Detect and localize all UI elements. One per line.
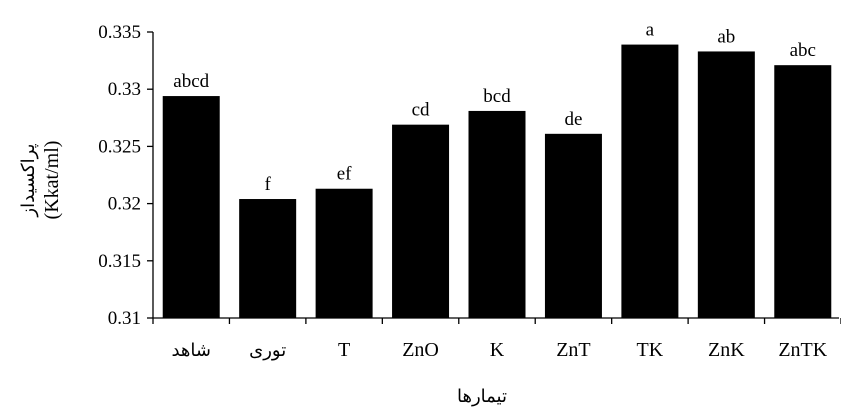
bar-letter-label: ab bbox=[717, 26, 735, 47]
bar bbox=[621, 44, 679, 319]
bar-letter-label: de bbox=[564, 109, 582, 130]
bar bbox=[697, 51, 755, 319]
y-tick-label: 0.325 bbox=[98, 136, 141, 157]
bar bbox=[392, 124, 450, 318]
category-label: ZnT bbox=[556, 339, 590, 361]
bar bbox=[468, 110, 526, 318]
y-axis-ticks: 0.31 0.315 0.32 0.325 0.33 0.335 bbox=[98, 22, 153, 329]
axes bbox=[152, 32, 839, 319]
bars bbox=[162, 44, 832, 319]
y-tick-label: 0.335 bbox=[98, 22, 141, 43]
y-axis-title-line2: (Kkat/ml) bbox=[41, 141, 63, 220]
bar-letter-label: cd bbox=[412, 100, 430, 121]
category-label: T bbox=[338, 339, 350, 361]
bar-letter-labels: abcd f ef cd bcd de a ab abc bbox=[173, 20, 816, 195]
category-label: ZnK bbox=[708, 339, 745, 361]
y-tick-label: 0.32 bbox=[108, 194, 141, 215]
bar-letter-label: a bbox=[646, 20, 655, 41]
category-label: TK bbox=[637, 339, 664, 361]
category-labels: شاهد توری T ZnO K ZnT TK ZnK ZnTK bbox=[171, 339, 827, 361]
bar-letter-label: abcd bbox=[173, 71, 209, 92]
y-tick-label: 0.31 bbox=[108, 308, 141, 329]
bar-letter-label: ef bbox=[337, 164, 352, 185]
y-axis-title-line1: پراکسیداز bbox=[18, 143, 39, 217]
category-label: ZnTK bbox=[778, 339, 827, 361]
bar-letter-label: f bbox=[265, 174, 272, 195]
x-axis-ticks bbox=[152, 318, 841, 324]
y-tick-label: 0.315 bbox=[98, 251, 141, 272]
bar bbox=[239, 199, 297, 318]
category-label: توری bbox=[249, 340, 286, 361]
bar bbox=[315, 188, 373, 318]
y-tick-label: 0.33 bbox=[108, 79, 141, 100]
bar bbox=[774, 65, 832, 319]
x-axis-title: تیمارها bbox=[457, 386, 507, 407]
category-label: K bbox=[490, 339, 505, 361]
category-label: ZnO bbox=[402, 339, 439, 361]
category-label: شاهد bbox=[171, 340, 211, 361]
bar-letter-label: abc bbox=[790, 40, 816, 61]
bar-letter-label: bcd bbox=[483, 86, 511, 107]
bar bbox=[544, 133, 602, 318]
bar bbox=[162, 96, 220, 319]
